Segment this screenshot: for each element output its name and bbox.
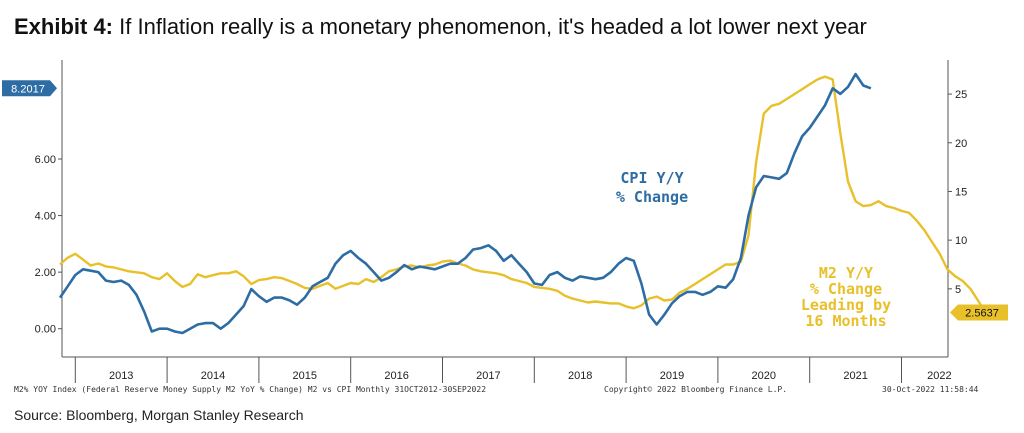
right-tick-label: 10 [955,235,967,247]
left-tick-label: 2.00 [35,267,56,279]
left-axis: 0.00 2.00 4.00 6.00 [35,154,62,336]
m2-last-value: 2.5637 [965,308,999,320]
right-tick-label: 5 [955,284,961,296]
axis-frame [61,60,949,358]
footer-copyright: Copyright© 2022 Bloomberg Finance L.P. [604,385,788,394]
exhibit-title: If Inflation really is a monetary phenom… [119,14,867,39]
footer-description: M2% YOY Index (Federal Reserve Money Sup… [14,385,487,394]
x-axis: 2013 2014 2015 2016 2017 2018 2019 2020 2021 2022 [74,357,952,383]
m2-last-value-badge: 2.5637 [950,304,1008,321]
left-tick-label: 6.00 [35,154,56,166]
x-tick-label: 2017 [476,370,500,382]
annotation-line: 16 Months [805,312,886,330]
cpi-last-value: 8.2017 [11,83,45,95]
value-labels: 8.2017 2.5637 [2,80,1008,321]
annotation-line: Leading by [801,296,891,314]
m2-series-line [59,75,987,314]
annotation-line: M2 Y/Y [819,264,873,282]
m2-badge-shape [950,304,1008,321]
right-axis: 5 10 15 20 25 [948,89,967,296]
cpi-series-line [58,72,872,335]
x-tick-label: 2022 [927,370,951,382]
x-tick-label: 2020 [752,370,776,382]
x-tick-label: 2019 [660,370,684,382]
left-tick-label: 0.00 [35,324,56,336]
x-tick-label: 2018 [568,370,592,382]
left-tick-label: 4.00 [35,211,56,223]
x-tick-label: 2014 [201,370,225,382]
right-tick-label: 15 [955,186,967,198]
x-tick-label: 2016 [384,370,408,382]
cpi-annotation: CPI Y/Y% Change [616,169,688,206]
series-lines [58,72,987,335]
exhibit-label: Exhibit 4: [14,14,114,39]
source-note: Source: Bloomberg, Morgan Stanley Resear… [14,407,304,423]
annotation-line: CPI Y/Y [620,169,683,187]
annotation-line: % Change [810,280,882,298]
right-tick-label: 25 [955,89,967,101]
cpi-badge-shape [2,80,57,97]
right-tick-label: 20 [955,138,967,150]
footer-timestamp: 30-Oct-2022 11:58:44 [882,385,979,394]
x-tick-label: 2015 [293,370,317,382]
x-tick-label: 2013 [109,370,133,382]
x-tick-label: 2021 [843,370,867,382]
cpi-last-value-badge: 8.2017 [2,80,57,97]
page-title: Exhibit 4: If Inflation really is a mone… [14,14,867,40]
annotation-line: % Change [616,188,688,206]
